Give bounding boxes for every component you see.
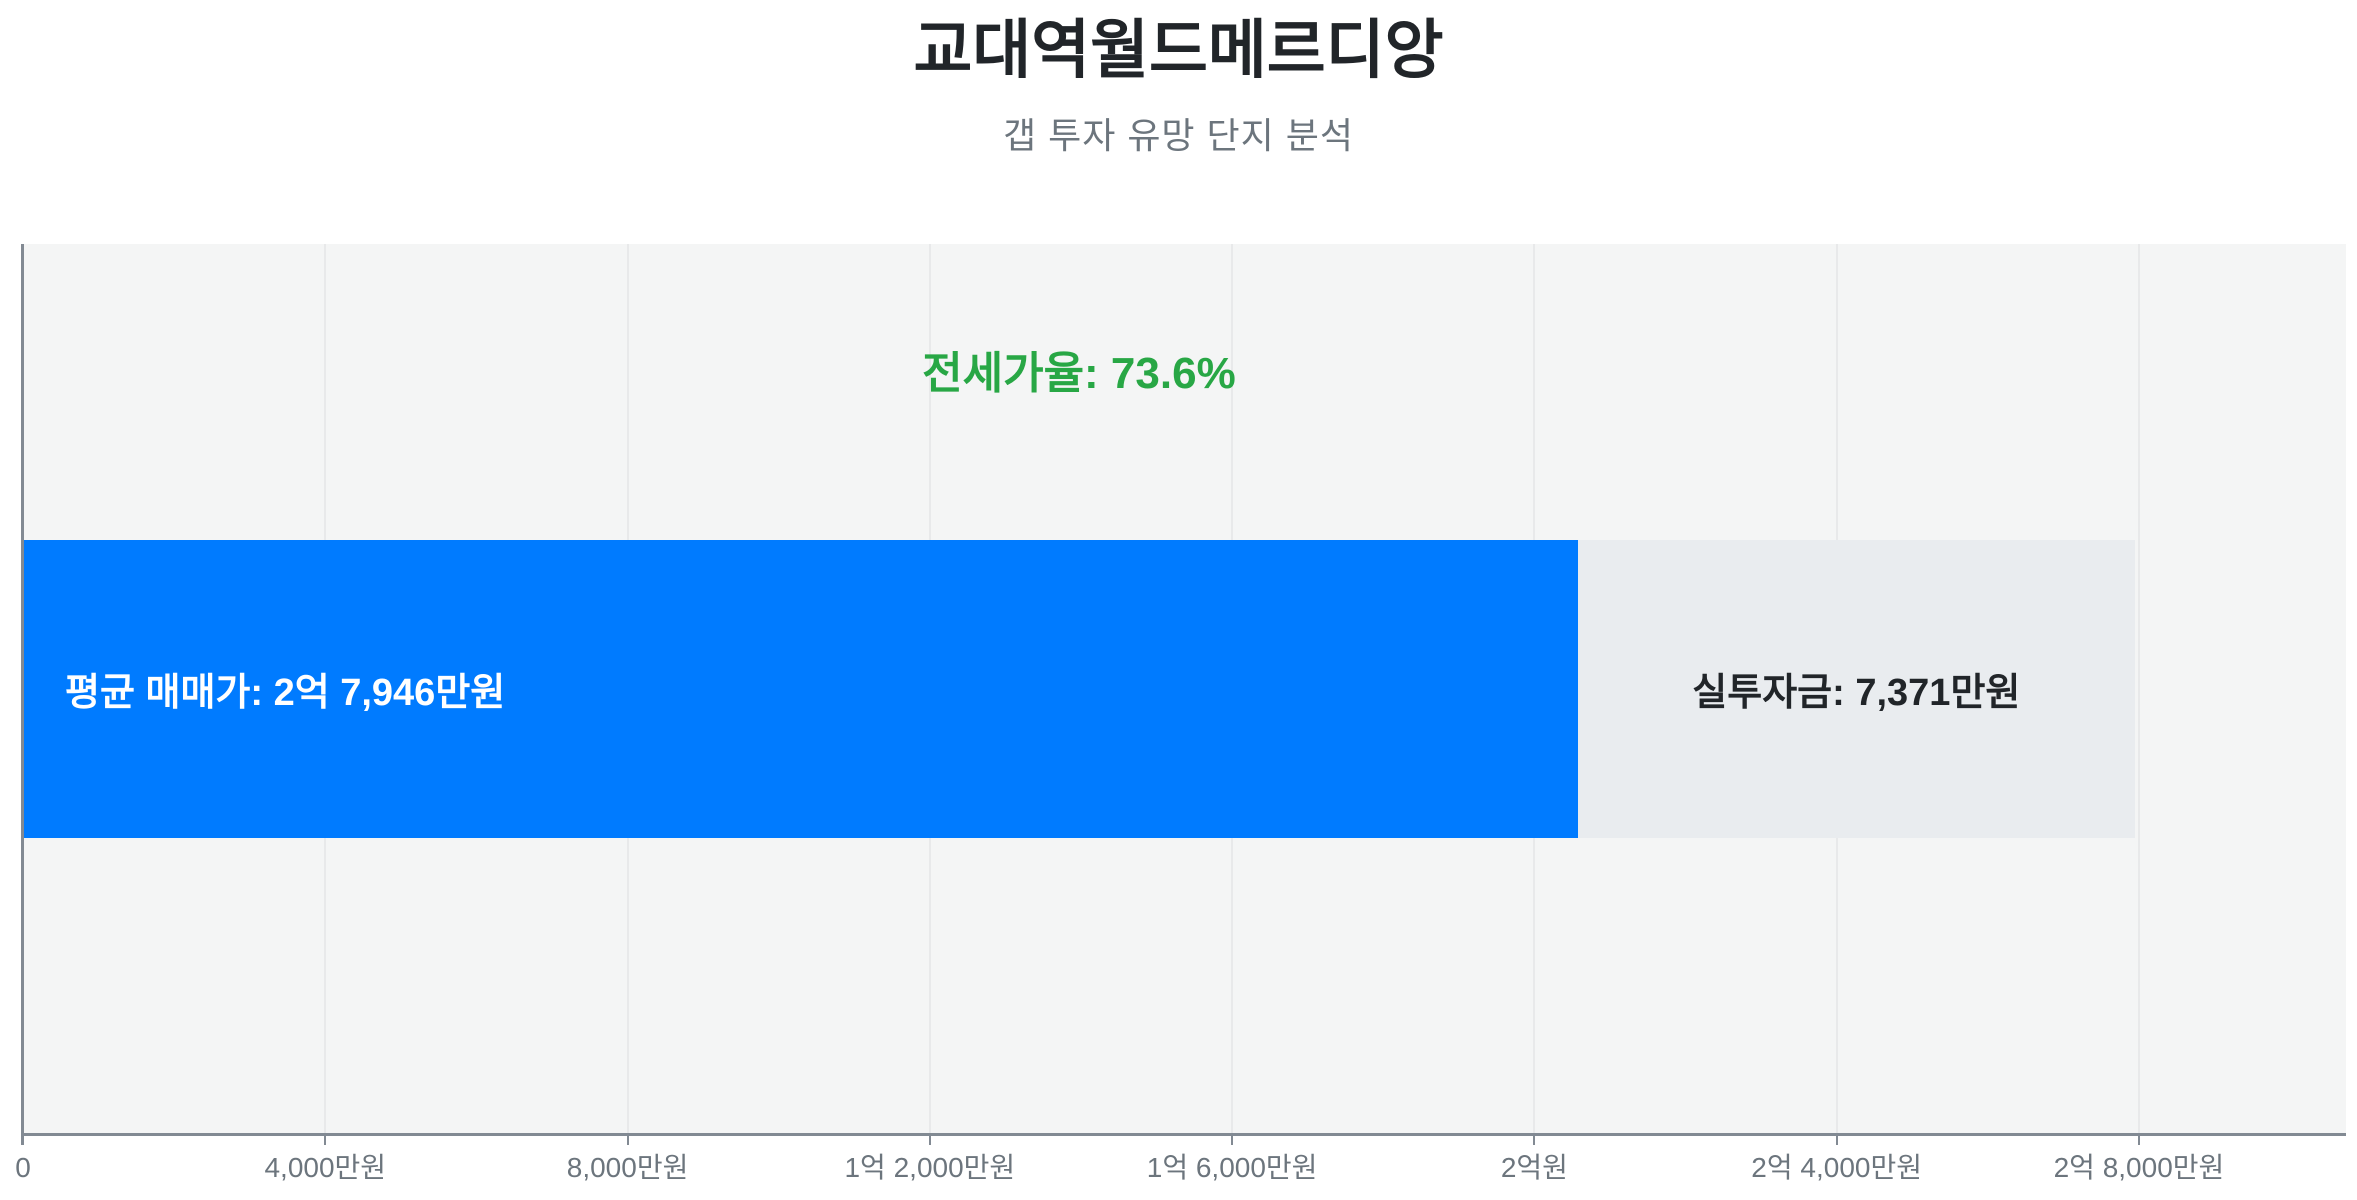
gridline <box>2137 244 2140 1133</box>
x-tick-label: 2억원 <box>1500 1152 1568 1183</box>
chart-title: 교대역월드메르디앙 <box>913 14 1444 86</box>
x-tick-mark <box>1835 1136 1838 1145</box>
x-tick-mark <box>928 1136 931 1145</box>
x-tick-mark <box>2137 1136 2140 1145</box>
x-tick-mark <box>626 1136 629 1145</box>
x-tick-label: 1억 6,000만원 <box>1146 1152 1318 1183</box>
bar-label: 실투자금: 7,371만원 <box>1692 672 2021 714</box>
x-tick-mark <box>324 1136 327 1145</box>
y-axis-line <box>21 244 24 1145</box>
x-tick-label: 8,000만원 <box>566 1152 689 1183</box>
bar-label: 평균 매매가: 2억 7,946만원 <box>65 672 506 714</box>
x-tick-mark <box>1231 1136 1234 1145</box>
x-axis-line <box>21 1133 2346 1136</box>
plot-area: 평균 매매가: 2억 7,946만원 실투자금: 7,371만원 <box>23 244 2346 1133</box>
x-tick-label: 2억 8,000만원 <box>2053 1152 2225 1183</box>
bar-segment-secondary: 실투자금: 7,371만원 <box>1577 539 2135 838</box>
chart-subtitle: 갭 투자 유망 단지 분석 <box>1002 115 1355 156</box>
x-tick-label: 4,000만원 <box>264 1152 387 1183</box>
bar-segment-primary: 평균 매매가: 2억 7,946만원 <box>23 539 1578 838</box>
x-tick-label: 0 <box>15 1152 31 1183</box>
x-tick-label: 2억 4,000만원 <box>1751 1152 1923 1183</box>
jeonse-ratio-annotation: 전세가율: 73.6% <box>922 349 1236 398</box>
x-tick-mark <box>22 1136 24 1145</box>
x-tick-label: 1억 2,000만원 <box>844 1152 1016 1183</box>
x-tick-mark <box>1533 1136 1536 1145</box>
